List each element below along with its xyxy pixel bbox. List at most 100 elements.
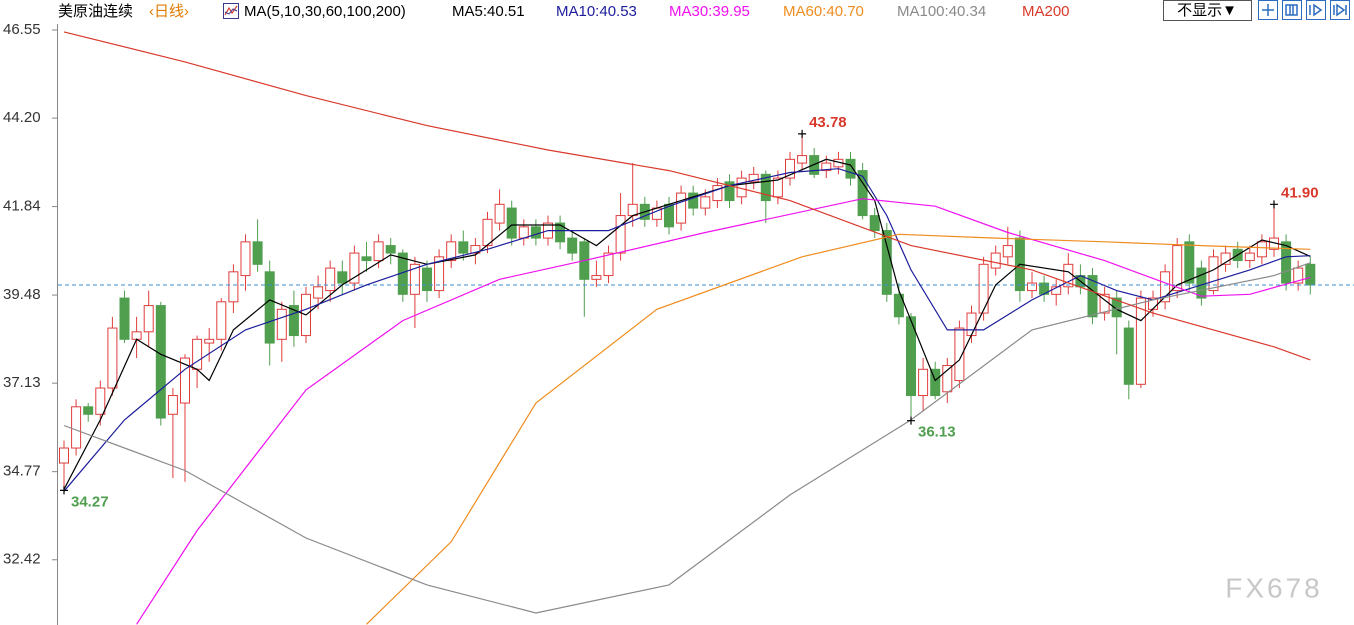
candle-body <box>1172 245 1183 292</box>
candle-body <box>361 256 372 262</box>
candle-body <box>821 162 832 172</box>
candle-body <box>349 252 360 284</box>
indicator-label: MA(5,10,30,60,100,200) <box>244 3 406 20</box>
candle-body <box>192 338 203 370</box>
candle-body <box>688 192 699 209</box>
candle-body <box>930 368 941 397</box>
indicator-icon[interactable] <box>223 3 239 19</box>
extreme-marker <box>1270 200 1278 209</box>
candle-body <box>252 241 263 265</box>
legend-entry: MA200 <box>1022 3 1070 20</box>
y-tick-label: 39.48 <box>3 286 41 303</box>
candle-body <box>180 357 190 404</box>
hide-button-label[interactable]: 不显示▼ <box>1177 2 1237 19</box>
candle-body <box>71 406 82 449</box>
candle-body <box>385 245 396 254</box>
candle-body <box>204 338 215 344</box>
candle-body <box>276 308 287 340</box>
candle-body <box>845 158 856 179</box>
candle-body <box>470 245 481 254</box>
candle-body <box>1256 241 1267 258</box>
candle-body <box>966 312 977 337</box>
y-tick-label: 37.13 <box>3 374 41 391</box>
candle-body <box>131 331 142 340</box>
candle-body <box>918 368 929 397</box>
candle-body <box>458 241 469 254</box>
legend-entry: MA60:40.70 <box>783 3 864 20</box>
candle-body <box>857 170 868 217</box>
candle-body <box>228 271 239 303</box>
candle-body <box>83 406 94 415</box>
candle-body <box>1184 241 1195 284</box>
candle-body <box>797 155 808 164</box>
tool-end[interactable] <box>1330 0 1350 20</box>
tool-play[interactable] <box>1306 0 1326 20</box>
candle-body <box>1281 241 1292 284</box>
candle-body <box>772 177 783 198</box>
ma-line <box>136 198 1311 625</box>
candle-body <box>700 196 711 209</box>
candle-body <box>906 316 916 397</box>
candle-body <box>1244 252 1255 262</box>
candle-body <box>155 305 166 419</box>
candle-body <box>1087 275 1098 318</box>
y-tick-label: 41.84 <box>3 198 41 215</box>
candle-body <box>978 263 989 314</box>
candle-body <box>518 226 529 239</box>
tool-icons <box>1262 3 1347 17</box>
candle-body <box>1135 297 1146 385</box>
candle-body <box>506 207 517 239</box>
ma-line <box>63 262 1311 614</box>
legend-entry: MA100:40.34 <box>897 3 986 20</box>
candle-body <box>567 237 578 254</box>
candle-body <box>1293 267 1304 284</box>
candle-body <box>893 293 904 318</box>
candle-body <box>615 215 626 254</box>
candle-body <box>313 286 324 299</box>
legend-entry: MA5:40.51 <box>452 3 525 20</box>
candle-body <box>990 252 1001 269</box>
candle-body <box>869 215 880 232</box>
candle-body <box>603 252 614 277</box>
hide-button[interactable] <box>1163 0 1252 21</box>
candle-body <box>555 222 566 243</box>
period-label[interactable]: ‹日线› <box>149 3 189 20</box>
candle-body <box>1027 282 1037 292</box>
extreme-label: 36.13 <box>918 424 956 441</box>
y-tick-label: 44.20 <box>3 109 41 126</box>
candle-body <box>954 327 965 382</box>
y-tick-label: 34.77 <box>3 463 41 480</box>
legend-entry: MA30:39.95 <box>669 3 750 20</box>
ma-line <box>63 168 1311 492</box>
toolbar: 不显示▼ <box>1163 0 1350 21</box>
candle-body <box>1002 245 1013 258</box>
candle-body <box>530 226 541 239</box>
candle-body <box>216 301 227 340</box>
candle-body <box>1160 271 1171 303</box>
y-tick-label: 46.55 <box>3 21 41 38</box>
extreme-label: 43.78 <box>809 114 847 131</box>
ma-line <box>366 233 1311 625</box>
candle-body <box>59 447 69 464</box>
candle-body <box>288 305 299 337</box>
candle-body <box>1220 252 1231 265</box>
candle-body <box>1305 263 1316 286</box>
candle-body <box>409 263 420 295</box>
candle-body <box>143 305 154 333</box>
y-tick-label: 32.42 <box>3 551 41 568</box>
candle-body <box>785 158 795 179</box>
extreme-marker <box>907 416 915 425</box>
header: 美原油连续 ‹日线› MA(5,10,30,60,100,200) MA5:40… <box>0 0 1160 24</box>
candle-body <box>337 271 348 284</box>
candle-body <box>1208 256 1219 292</box>
candle-body <box>167 395 178 415</box>
ma-line <box>63 31 1311 361</box>
candle-body <box>712 185 723 202</box>
candle-body <box>676 192 687 224</box>
candle-body <box>942 365 953 393</box>
ma-line <box>63 158 1311 490</box>
plot-area <box>58 31 1354 625</box>
extreme-marker <box>798 129 807 138</box>
